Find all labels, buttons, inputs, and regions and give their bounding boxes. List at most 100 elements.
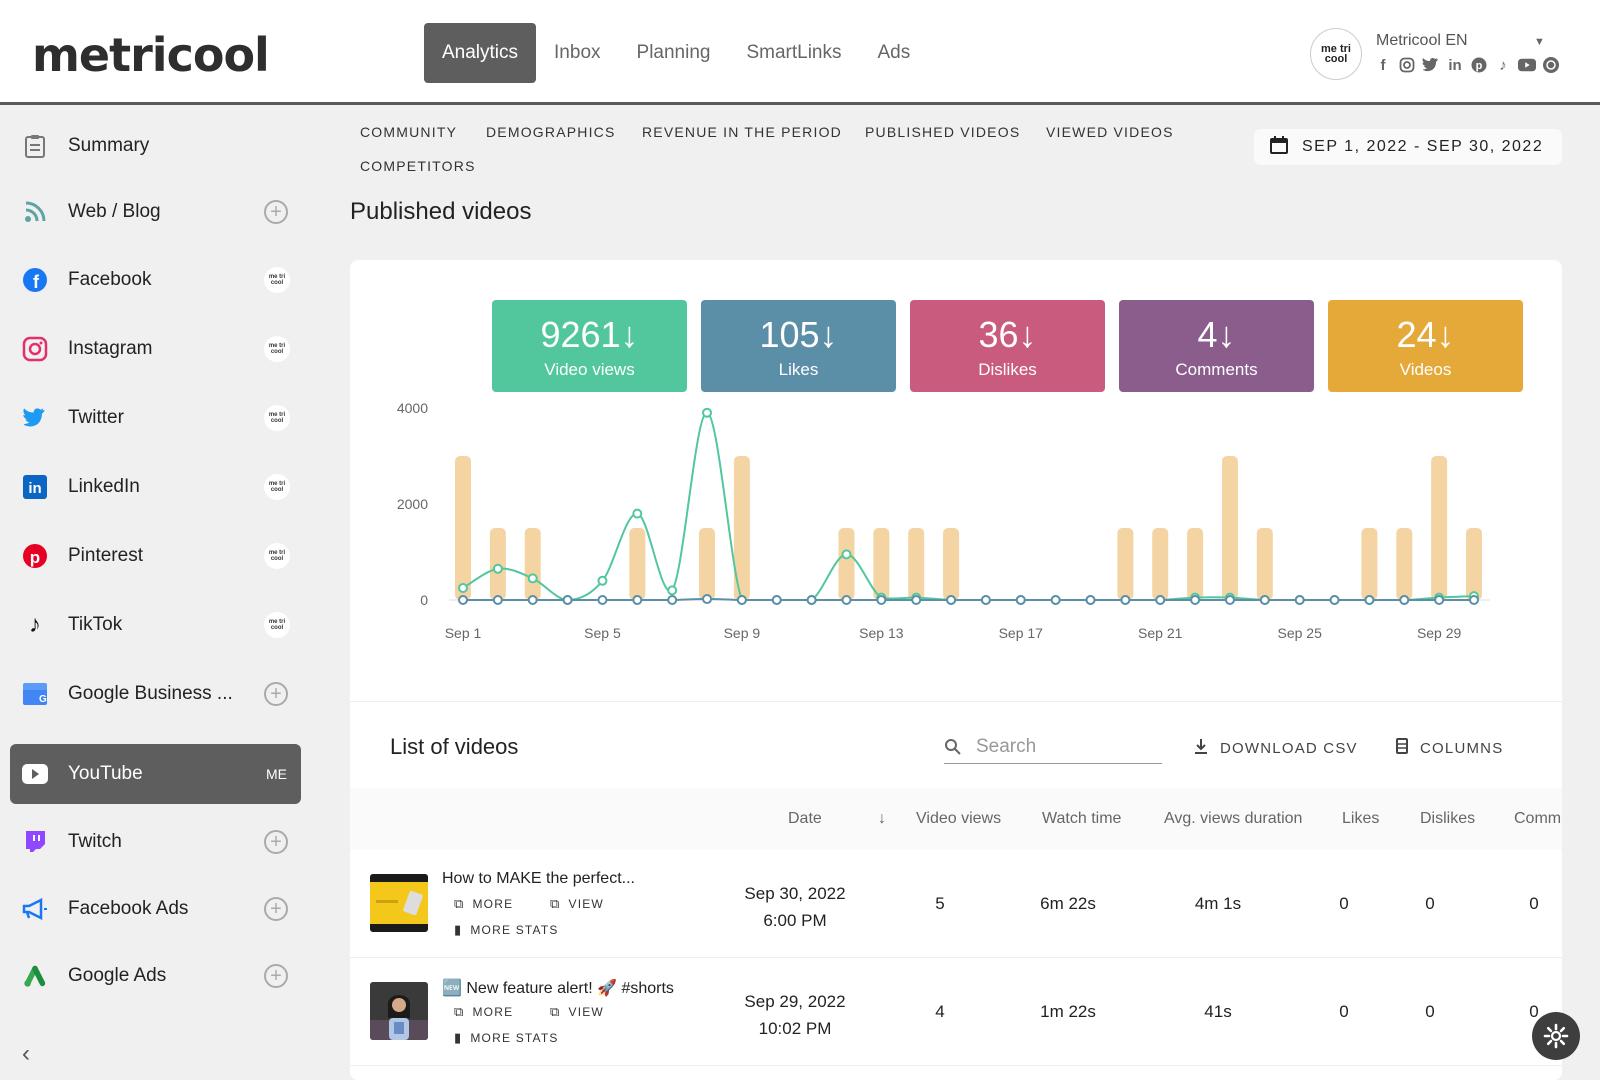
arrow-down-icon: ↓ bbox=[1217, 314, 1236, 355]
account-switcher[interactable]: me tri cool Metricool EN ▼ f in p ♪ bbox=[1310, 28, 1580, 88]
settings-gear-icon[interactable] bbox=[1532, 1012, 1580, 1060]
bar bbox=[1396, 528, 1413, 600]
more-button[interactable]: ⧉ MORE bbox=[454, 896, 513, 912]
header-watch-time[interactable]: Watch time bbox=[1042, 810, 1122, 827]
more-button[interactable]: ⧉ MORE bbox=[454, 1004, 513, 1020]
sidebar-item-pinterest[interactable]: p Pinterest me tri cool bbox=[10, 526, 301, 586]
more-stats-label: MORE STATS bbox=[470, 923, 559, 937]
nav-ads[interactable]: Ads bbox=[877, 42, 911, 63]
header-date[interactable]: Date bbox=[788, 810, 822, 827]
tab-revenue[interactable]: REVENUE IN THE PERIOD bbox=[642, 124, 842, 140]
tab-community[interactable]: COMMUNITY bbox=[360, 124, 458, 140]
header-comments[interactable]: Comm bbox=[1514, 810, 1562, 827]
sidebar-item-google-business[interactable]: G Google Business ... + bbox=[10, 664, 301, 724]
instagram-icon bbox=[1398, 56, 1416, 74]
x-tick-label: Sep 21 bbox=[1138, 625, 1183, 641]
external-link-icon: ⧉ bbox=[550, 1004, 561, 1019]
add-icon[interactable]: + bbox=[264, 897, 288, 921]
watch-time: 6m 22s bbox=[1040, 894, 1096, 913]
sidebar-item-twitch[interactable]: Twitch + bbox=[10, 812, 301, 872]
collapse-sidebar-icon[interactable]: ‹ bbox=[22, 1040, 30, 1067]
avatar: me tri cool bbox=[1310, 28, 1362, 80]
more-stats-button[interactable]: ▮ MORE STATS bbox=[454, 922, 559, 938]
header-likes[interactable]: Likes bbox=[1342, 810, 1380, 827]
sort-down-icon[interactable]: ↓ bbox=[878, 810, 886, 827]
nav-inbox[interactable]: Inbox bbox=[554, 42, 601, 63]
sidebar-item-label: Google Business ... bbox=[68, 683, 233, 704]
bar-chart-icon: ▮ bbox=[454, 1030, 463, 1045]
more-label: MORE bbox=[472, 897, 514, 911]
nav-smartlinks[interactable]: SmartLinks bbox=[746, 42, 842, 63]
add-icon[interactable]: + bbox=[264, 200, 288, 224]
sidebar-item-label: Google Ads bbox=[68, 965, 167, 986]
metricool-badge: me tri cool bbox=[264, 612, 290, 638]
bar bbox=[1256, 528, 1273, 600]
add-icon[interactable]: + bbox=[264, 964, 288, 988]
search-input[interactable]: Search bbox=[944, 734, 1162, 764]
me-label: ME bbox=[266, 766, 287, 782]
calendar-icon bbox=[1270, 135, 1288, 159]
likes: 0 bbox=[1339, 1002, 1349, 1021]
kpi-dislikes: 36↓ Dislikes bbox=[910, 300, 1105, 392]
download-csv-button[interactable]: DOWNLOAD CSV bbox=[1194, 738, 1358, 758]
sidebar-item-web-blog[interactable]: Web / Blog + bbox=[10, 182, 301, 242]
table-row: 🆕 New feature alert! 🚀 #shorts ⧉ MORE ⧉ VI… bbox=[350, 958, 1562, 1066]
tab-published-videos[interactable]: PUBLISHED VIDEOS bbox=[865, 124, 1021, 140]
columns-button[interactable]: COLUMNS bbox=[1396, 738, 1503, 758]
tab-competitors[interactable]: COMPETITORS bbox=[360, 158, 476, 174]
sidebar-item-instagram[interactable]: Instagram me tri cool bbox=[10, 319, 301, 379]
sidebar-item-facebook[interactable]: f Facebook me tri cool bbox=[10, 250, 301, 310]
tab-demographics[interactable]: DEMOGRAPHICS bbox=[486, 124, 616, 140]
video-thumbnail[interactable] bbox=[370, 982, 428, 1040]
sidebar-item-linkedin[interactable]: in LinkedIn me tri cool bbox=[10, 457, 301, 517]
tab-viewed-videos[interactable]: VIEWED VIDEOS bbox=[1046, 124, 1174, 140]
nav-planning[interactable]: Planning bbox=[636, 42, 711, 63]
more-stats-button[interactable]: ▮ MORE STATS bbox=[454, 1030, 559, 1046]
view-button[interactable]: ⧉ VIEW bbox=[550, 1004, 604, 1020]
data-point bbox=[1364, 595, 1375, 605]
nav-analytics[interactable]: Analytics bbox=[424, 23, 537, 83]
sidebar-item-label: TikTok bbox=[68, 614, 123, 635]
sidebar-item-youtube[interactable]: YouTube ME bbox=[10, 744, 301, 804]
more-stats-label: MORE STATS bbox=[470, 1031, 559, 1045]
more-icon: ⧉ bbox=[454, 896, 465, 911]
data-point bbox=[667, 595, 678, 605]
header-avg-views-duration[interactable]: Avg. views duration bbox=[1164, 810, 1303, 827]
data-point bbox=[841, 595, 852, 605]
caret-down-icon[interactable]: ▼ bbox=[1534, 36, 1545, 48]
data-point bbox=[527, 573, 538, 584]
video-thumbnail[interactable] bbox=[370, 874, 428, 932]
kpi-value: 9261 bbox=[540, 314, 621, 355]
sidebar-item-facebook-ads[interactable]: Facebook Ads + bbox=[10, 879, 301, 939]
sidebar-item-twitter[interactable]: Twitter me tri cool bbox=[10, 388, 301, 448]
video-views: 4 bbox=[935, 1002, 945, 1021]
header-dislikes[interactable]: Dislikes bbox=[1420, 810, 1476, 827]
kpi-label: Comments bbox=[1175, 360, 1258, 379]
sidebar-item-summary[interactable]: Summary bbox=[10, 116, 301, 176]
date-range-picker[interactable]: SEP 1, 2022 - SEP 30, 2022 bbox=[1254, 129, 1562, 165]
metricool-logo[interactable]: metricool bbox=[32, 28, 270, 82]
view-button[interactable]: ⧉ VIEW bbox=[550, 896, 604, 912]
data-point bbox=[632, 508, 643, 519]
header-video-views[interactable]: Video views bbox=[916, 810, 1002, 827]
data-point bbox=[1190, 595, 1201, 605]
metricool-badge: me tri cool bbox=[264, 543, 290, 569]
add-icon[interactable]: + bbox=[264, 682, 288, 706]
youtube-icon bbox=[22, 761, 48, 787]
arrow-down-icon: ↓ bbox=[1436, 314, 1455, 355]
data-point bbox=[1399, 595, 1410, 605]
video-title[interactable]: 🆕 New feature alert! 🚀 #shorts bbox=[442, 980, 674, 997]
avg-views-duration: 4m 1s bbox=[1194, 894, 1242, 913]
data-point bbox=[1050, 595, 1061, 605]
video-title[interactable]: How to MAKE the perfect... bbox=[442, 870, 635, 887]
sidebar-item-tiktok[interactable]: ♪ TikTok me tri cool bbox=[10, 595, 301, 655]
arrow-down-icon: ↓ bbox=[1018, 314, 1037, 355]
sidebar-item-label: Instagram bbox=[68, 338, 153, 359]
account-name: Metricool EN bbox=[1376, 32, 1468, 49]
sidebar-item-google-ads[interactable]: Google Ads + bbox=[10, 946, 301, 1006]
bar bbox=[1152, 528, 1169, 600]
comments: 0 bbox=[1529, 1002, 1539, 1021]
chart-svg: 4000 2000 0 Sep 1 Sep 5 Sep 9 Sep 13 Sep 17 Sep … bbox=[397, 400, 1490, 641]
divider bbox=[350, 701, 1562, 702]
add-icon[interactable]: + bbox=[264, 830, 288, 854]
